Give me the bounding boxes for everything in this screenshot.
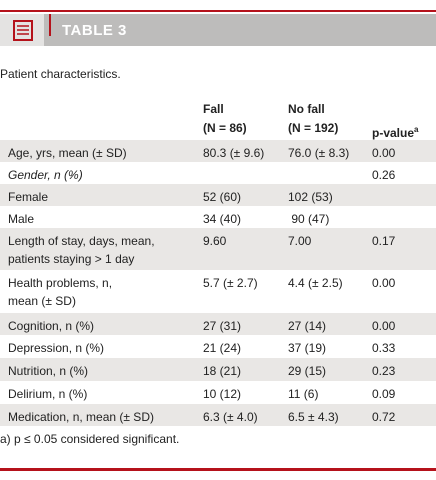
title-band bbox=[0, 14, 436, 46]
column-name: p-valuea bbox=[372, 125, 419, 140]
column-n: (N = 86) bbox=[203, 121, 247, 135]
column-header: No fall (N = 192) bbox=[288, 100, 338, 138]
cell-no-fall: 11 (6) bbox=[288, 387, 319, 401]
cell-no-fall: 102 (53) bbox=[288, 190, 333, 204]
label-line: mean (± SD) bbox=[8, 294, 76, 308]
column-name: No fall bbox=[288, 102, 325, 116]
row-label: Length of stay, days, mean, patients stay… bbox=[8, 232, 155, 268]
cell-no-fall: 27 (14) bbox=[288, 319, 327, 333]
table-row: Female 52 (60) 102 (53) bbox=[0, 184, 436, 206]
column-name: Fall bbox=[203, 102, 224, 116]
top-rule bbox=[0, 10, 436, 12]
bottom-rule bbox=[0, 468, 436, 471]
cell-fall: 18 (21) bbox=[203, 364, 242, 378]
table-row: Delirium, n (%) 10 (12) 11 (6) 0.09 bbox=[0, 381, 436, 404]
cell-fall: 9.60 bbox=[203, 234, 227, 248]
column-header: p-valuea bbox=[372, 120, 418, 143]
cell-fall: 80.3 (± 9.6) bbox=[203, 146, 265, 160]
cell-fall: 52 (60) bbox=[203, 190, 242, 204]
table-row: Health problems, n, mean (± SD) 5.7 (± 2.7… bbox=[0, 270, 436, 313]
footnote: a) p ≤ 0.05 considered significant. bbox=[0, 432, 180, 446]
label-line: Depression, n (%) bbox=[8, 341, 105, 355]
cell-p: 0.00 bbox=[372, 276, 396, 290]
cell-p: 0.26 bbox=[372, 168, 396, 182]
label-line: Nutrition, n (%) bbox=[8, 364, 89, 378]
table-row: Age, yrs, mean (± SD) 80.3 (± 9.6) 76.0 (±… bbox=[0, 140, 436, 162]
cell-fall: 10 (12) bbox=[203, 387, 242, 401]
label-line: Cognition, n (%) bbox=[8, 319, 95, 333]
cell-fall: 21 (24) bbox=[203, 341, 242, 355]
row-label: Health problems, n, mean (± SD) bbox=[8, 274, 112, 310]
column-n: (N = 192) bbox=[288, 121, 339, 135]
label-line: Length of stay, days, mean, bbox=[8, 234, 155, 248]
row-label: Age, yrs, mean (± SD) bbox=[8, 144, 127, 162]
cell-p: 0.09 bbox=[372, 387, 396, 401]
label-line: Female bbox=[8, 190, 49, 204]
label-line: Male bbox=[8, 212, 35, 226]
label-line: Age, yrs, mean (± SD) bbox=[8, 146, 127, 160]
table-row: Cognition, n (%) 27 (31) 27 (14) 0.00 bbox=[0, 313, 436, 335]
table-icon bbox=[13, 20, 33, 41]
cell-fall: 27 (31) bbox=[203, 319, 242, 333]
label-line: patients staying > 1 day bbox=[8, 252, 135, 266]
table-title: TABLE 3 bbox=[62, 22, 127, 39]
title-divider bbox=[49, 14, 51, 36]
cell-no-fall: 76.0 (± 8.3) bbox=[288, 146, 350, 160]
table-row: Male 34 (40) 90 (47) bbox=[0, 206, 436, 228]
table-row: Gender, n (%) 0.26 bbox=[0, 162, 436, 184]
row-label: Depression, n (%) bbox=[8, 339, 104, 357]
cell-p: 0.72 bbox=[372, 410, 396, 424]
label-line: Gender, n (%) bbox=[8, 168, 83, 182]
table-row: Medication, n, mean (± SD) 6.3 (± 4.0) 6.5… bbox=[0, 404, 436, 426]
cell-p: 0.00 bbox=[372, 146, 396, 160]
row-label: Cognition, n (%) bbox=[8, 317, 94, 335]
cell-no-fall: 6.5 ± 4.3) bbox=[288, 410, 339, 424]
row-label: Delirium, n (%) bbox=[8, 385, 87, 403]
cell-no-fall: 90 (47) bbox=[288, 212, 330, 226]
cell-no-fall: 37 (19) bbox=[288, 341, 327, 355]
cell-no-fall: 7.00 bbox=[288, 234, 312, 248]
cell-no-fall: 29 (15) bbox=[288, 364, 327, 378]
row-label: Female bbox=[8, 188, 48, 206]
row-label: Male bbox=[8, 210, 34, 228]
cell-fall: 6.3 (± 4.0) bbox=[203, 410, 258, 424]
table-row: Length of stay, days, mean, patients stay… bbox=[0, 228, 436, 270]
cell-p: 0.33 bbox=[372, 341, 396, 355]
cell-fall: 34 (40) bbox=[203, 212, 242, 226]
cell-p: 0.17 bbox=[372, 234, 396, 248]
label-line: Delirium, n (%) bbox=[8, 387, 88, 401]
caption: Patient characteristics. bbox=[0, 67, 121, 81]
cell-fall: 5.7 (± 2.7) bbox=[203, 276, 258, 290]
row-label: Medication, n, mean (± SD) bbox=[8, 408, 154, 426]
column-header: Fall (N = 86) bbox=[203, 100, 247, 138]
row-label: Nutrition, n (%) bbox=[8, 362, 88, 380]
cell-p: 0.00 bbox=[372, 319, 396, 333]
footnote-marker: a bbox=[414, 125, 419, 134]
cell-p: 0.23 bbox=[372, 364, 396, 378]
table-row: Nutrition, n (%) 18 (21) 29 (15) 0.23 bbox=[0, 358, 436, 381]
cell-no-fall: 4.4 (± 2.5) bbox=[288, 276, 343, 290]
label-line: Health problems, n, bbox=[8, 276, 113, 290]
table-row: Depression, n (%) 21 (24) 37 (19) 0.33 bbox=[0, 335, 436, 358]
row-label: Gender, n (%) bbox=[8, 166, 83, 184]
icon-box bbox=[0, 14, 44, 46]
label-line: Medication, n, mean (± SD) bbox=[8, 410, 154, 424]
